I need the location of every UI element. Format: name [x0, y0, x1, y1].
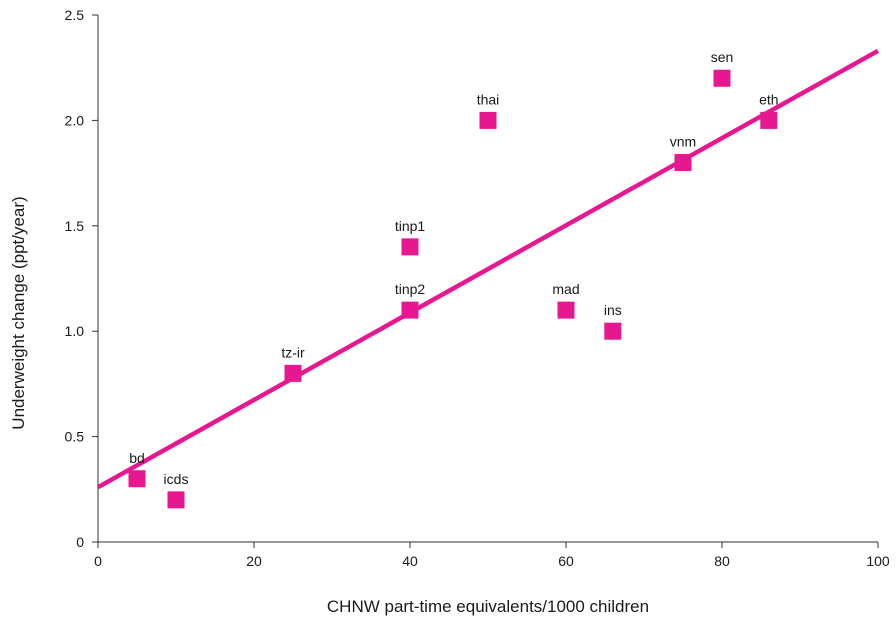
- y-tick-label: 0: [76, 534, 84, 550]
- data-point-ins: [604, 322, 622, 340]
- data-label-eth: eth: [759, 91, 778, 107]
- y-axis-label: Underweight change (ppt/year): [9, 196, 28, 429]
- x-ticks: 0 20 40 60 80 100: [94, 542, 890, 569]
- data-label-ins: ins: [604, 302, 622, 318]
- data-label-tinp2: tinp2: [395, 281, 426, 297]
- data-label-vnm: vnm: [670, 134, 696, 150]
- data-label-tinp1: tinp1: [395, 218, 426, 234]
- trend-line: [96, 48, 880, 490]
- data-label-thai: thai: [477, 91, 500, 107]
- x-tick-label: 60: [558, 553, 574, 569]
- y-tick-label: 2.5: [65, 7, 85, 23]
- data-points: bd icds tz-ir tinp2 tinp1 thai mad ins vnm sen eth: [128, 49, 779, 509]
- y-tick-label: 0.5: [65, 429, 85, 445]
- x-tick-label: 100: [866, 553, 890, 569]
- axes: 0 20 40 60 80 100 0 0.5 1.0 1.5 2.0 2.5: [65, 7, 890, 569]
- x-tick-label: 40: [402, 553, 418, 569]
- data-point-thai: [479, 111, 497, 129]
- data-point-eth: [760, 111, 778, 129]
- data-label-bd: bd: [129, 450, 145, 466]
- data-point-tz-ir: [284, 364, 302, 382]
- x-tick-label: 20: [246, 553, 262, 569]
- x-tick-label: 0: [94, 553, 102, 569]
- data-label-mad: mad: [552, 281, 579, 297]
- data-point-bd: [128, 470, 146, 488]
- data-label-icds: icds: [164, 471, 189, 487]
- x-tick-label: 80: [714, 553, 730, 569]
- data-point-vnm: [674, 154, 692, 172]
- y-tick-label: 2.0: [65, 112, 85, 128]
- y-ticks: 0 0.5 1.0 1.5 2.0 2.5: [65, 7, 98, 550]
- data-label-sen: sen: [711, 49, 734, 65]
- data-point-tinp1: [401, 238, 419, 256]
- data-point-icds: [167, 491, 185, 509]
- data-point-tinp2: [401, 301, 419, 319]
- x-axis-label: CHNW part-time equivalents/1000 children: [327, 597, 649, 616]
- y-tick-label: 1.0: [65, 323, 85, 339]
- data-point-sen: [713, 69, 731, 87]
- data-point-mad: [557, 301, 575, 319]
- data-label-tz-ir: tz-ir: [281, 344, 305, 360]
- y-tick-label: 1.5: [65, 218, 85, 234]
